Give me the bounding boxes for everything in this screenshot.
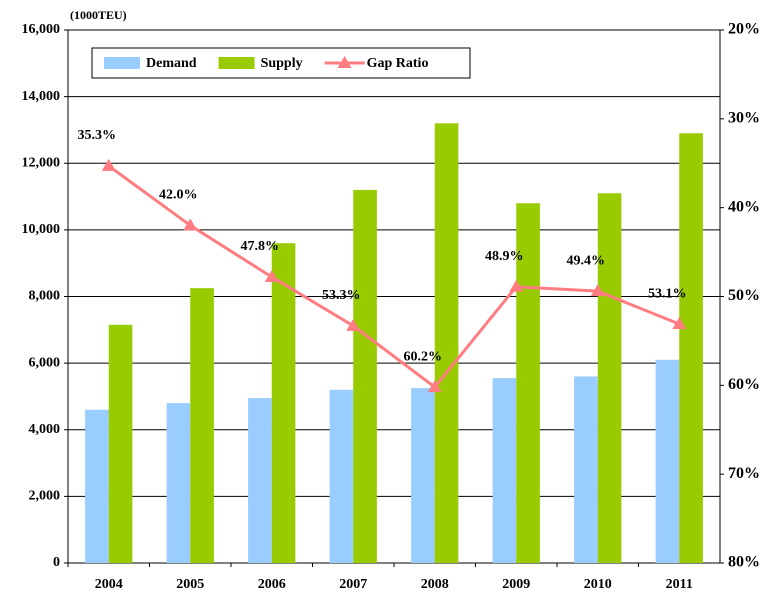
legend-box: [91, 47, 471, 79]
bar: [434, 123, 459, 564]
y-tick-label: 10,000: [22, 222, 61, 237]
y2-tick-label: 60%: [728, 376, 760, 393]
y-tick-label: 14,000: [22, 89, 61, 104]
legend-label: Gap Ratio: [367, 56, 429, 71]
x-tick-label: 2007: [339, 577, 367, 592]
x-tick-label: 2006: [258, 577, 286, 592]
bar: [516, 203, 540, 563]
data-label: 49.4%: [567, 253, 606, 268]
y2-tick-label: 80%: [728, 554, 760, 571]
line-marker: [672, 317, 687, 330]
line-marker: [590, 284, 605, 297]
x-tick-label: 2009: [502, 577, 530, 592]
y2-tick-label: 30%: [728, 110, 760, 127]
legend-swatch: [337, 56, 352, 68]
bar: [190, 288, 214, 563]
y2-tick-label: 50%: [728, 287, 760, 304]
data-label: 42.0%: [159, 188, 198, 203]
line-marker: [183, 218, 198, 231]
data-label: 53.1%: [648, 286, 687, 301]
y2-tick-label: 40%: [728, 198, 760, 215]
bar: [108, 324, 133, 563]
y-tick-label: 2,000: [29, 489, 61, 504]
y-tick-label: 0: [53, 555, 60, 570]
line: [107, 164, 680, 390]
bar: [492, 378, 517, 563]
bar: [655, 359, 680, 563]
data-label: 60.2%: [404, 349, 443, 364]
line-marker: [346, 318, 361, 331]
bar: [248, 398, 272, 563]
line-marker: [509, 279, 524, 292]
bar: [597, 193, 622, 563]
legend-label: Supply: [261, 56, 303, 71]
y-tick-label: 8,000: [29, 289, 61, 304]
legend-swatch: [218, 57, 255, 69]
line-marker: [427, 380, 442, 393]
y-tick-label: 12,000: [22, 155, 61, 170]
line-marker: [101, 158, 116, 171]
y-tick-label: 6,000: [29, 355, 61, 370]
bar: [353, 189, 377, 563]
y2-tick-label: 20%: [728, 21, 760, 38]
y-tick-label: 4,000: [29, 422, 61, 437]
line-marker: [264, 269, 279, 282]
data-label: 53.3%: [322, 288, 361, 303]
bar: [411, 388, 435, 563]
legend-label: Demand: [146, 56, 197, 71]
bar: [85, 409, 109, 563]
x-tick-label: 2010: [584, 577, 612, 592]
x-tick-label: 2011: [666, 577, 693, 592]
bar: [574, 376, 598, 563]
bar: [166, 403, 191, 563]
y2-tick-label: 70%: [728, 465, 760, 482]
x-tick-label: 2008: [421, 577, 449, 592]
legend-swatch: [104, 57, 140, 69]
bar: [679, 133, 703, 564]
data-label: 47.8%: [241, 239, 280, 254]
data-label: 48.9%: [485, 249, 524, 264]
axis-title: (1000TEU): [70, 8, 127, 22]
bar: [271, 243, 296, 563]
data-label: 35.3%: [78, 128, 117, 143]
x-tick-label: 2004: [95, 577, 123, 592]
bar: [329, 389, 354, 563]
y-tick-label: 16,000: [22, 22, 61, 37]
x-tick-label: 2005: [176, 577, 204, 592]
